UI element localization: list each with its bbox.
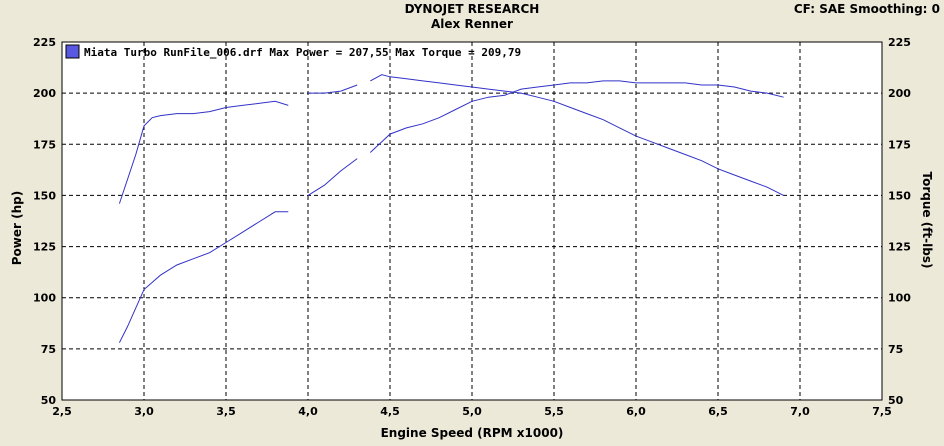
y-tick-label: 100 [33, 292, 56, 305]
x-axis-title: Engine Speed (RPM x1000) [381, 426, 564, 440]
x-tick-label: 7,0 [790, 405, 810, 418]
legend-swatch [65, 44, 80, 59]
x-axis-ticks: 2,5 3,0 3,5 4,0 4,5 5,0 5,5 6,0 6,5 7,0 7,5 [52, 405, 892, 418]
y-tick-label: 150 [33, 189, 56, 202]
power-curve [369, 80, 784, 153]
x-tick-label: 7,5 [872, 405, 892, 418]
correction-factor-info: CF: SAE Smoothing: 0 [793, 2, 940, 16]
y-tick-label: 50 [41, 394, 57, 407]
y2-tick-label: 75 [888, 343, 903, 356]
y2-tick-label: 225 [888, 36, 911, 49]
legend-label: Miata Turbo RunFile_006.drf Max Power = … [84, 46, 521, 59]
y-tick-label: 125 [33, 241, 56, 254]
y2-axis-ticks: 50 75 100 125 150 175 200 225 [888, 36, 911, 407]
series [118, 74, 784, 343]
x-tick-label: 6,0 [626, 405, 646, 418]
y2-tick-label: 175 [888, 138, 911, 151]
y2-axis-title: Torque (ft-lbs) [920, 172, 934, 269]
torque-curve [370, 74, 784, 196]
x-tick-label: 5,5 [544, 405, 564, 418]
y-tick-label: 225 [33, 36, 56, 49]
y2-tick-label: 200 [888, 87, 911, 100]
chart-subtitle: Alex Renner [431, 17, 513, 31]
y-axis-ticks: 50 75 100 125 150 175 200 225 [33, 36, 56, 407]
x-tick-label: 3,5 [216, 405, 236, 418]
power-curve [307, 158, 358, 196]
torque-curve [308, 84, 358, 94]
y2-tick-label: 100 [888, 292, 911, 305]
x-tick-label: 4,0 [298, 405, 318, 418]
power-curve [118, 211, 289, 343]
y-axis-title: Power (hp) [10, 191, 24, 265]
y2-tick-label: 50 [888, 394, 904, 407]
y2-tick-label: 150 [888, 189, 911, 202]
y-tick-label: 75 [41, 343, 56, 356]
x-tick-label: 2,5 [52, 405, 72, 418]
legend: Miata Turbo RunFile_006.drf Max Power = … [65, 44, 521, 59]
x-tick-label: 5,0 [462, 405, 482, 418]
y-tick-label: 175 [33, 138, 56, 151]
torque-curve [118, 100, 289, 204]
y-tick-label: 200 [33, 87, 56, 100]
chart-title: DYNOJET RESEARCH [404, 2, 540, 16]
x-tick-label: 6,5 [708, 405, 728, 418]
y2-tick-label: 125 [888, 241, 911, 254]
x-tick-label: 4,5 [380, 405, 400, 418]
x-tick-label: 3,0 [134, 405, 154, 418]
